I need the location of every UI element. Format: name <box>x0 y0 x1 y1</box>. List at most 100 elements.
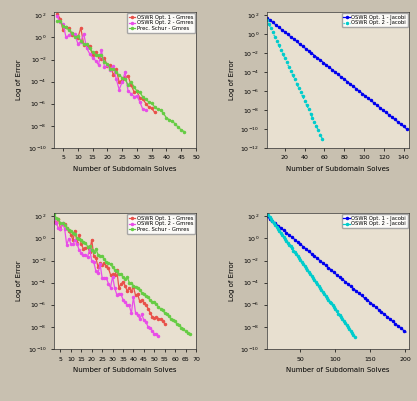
Prec. Schur - Gmres <box>182 129 187 134</box>
OSWR Opt. 2 - Gmres <box>114 77 119 81</box>
Prec. Schur - Gmres <box>177 323 182 328</box>
OSWR Opt. 1 - Gmres <box>117 80 122 85</box>
OSWR Opt. 2 - Gmres <box>55 14 60 19</box>
OSWR Opt. 1 - Gmres <box>87 43 92 48</box>
Prec. Schur - Gmres <box>99 53 104 57</box>
OSWR Opt. 1 - Gmres <box>143 101 148 106</box>
OSWR Opt. 2 - Gmres <box>83 252 88 257</box>
X-axis label: Number of Subdomain Solves: Number of Subdomain Solves <box>73 367 177 373</box>
Prec. Schur - Gmres <box>131 84 136 89</box>
OSWR Opt. 1 - Gmres <box>114 267 119 272</box>
OSWR Opt. 2 - Jacobi <box>301 262 306 267</box>
Y-axis label: Log of Error: Log of Error <box>16 60 22 100</box>
Prec. Schur - Gmres <box>96 53 101 58</box>
OSWR Opt. 2 - Gmres <box>134 93 139 98</box>
Prec. Schur - Gmres <box>170 119 175 124</box>
OSWR Opt. 1 - Jacobi <box>273 221 278 226</box>
Prec. Schur - Gmres <box>85 244 90 249</box>
Prec. Schur - Gmres <box>128 79 133 84</box>
Line: OSWR Opt. 1 - Gmres: OSWR Opt. 1 - Gmres <box>56 12 156 113</box>
OSWR Opt. 2 - Jacobi <box>353 335 358 340</box>
Prec. Schur - Gmres <box>179 128 184 132</box>
Prec. Schur - Gmres <box>93 52 98 57</box>
Prec. Schur - Gmres <box>149 101 154 105</box>
OSWR Opt. 2 - Gmres <box>154 331 159 336</box>
OSWR Opt. 2 - Jacobi <box>277 45 282 50</box>
OSWR Opt. 2 - Gmres <box>75 41 80 46</box>
OSWR Opt. 1 - Jacobi <box>356 88 361 93</box>
OSWR Opt. 2 - Jacobi <box>264 17 269 22</box>
Prec. Schur - Gmres <box>66 28 71 33</box>
OSWR Opt. 1 - Gmres <box>146 105 151 109</box>
OSWR Opt. 1 - Gmres <box>140 96 145 101</box>
OSWR Opt. 1 - Gmres <box>55 11 60 16</box>
Prec. Schur - Gmres <box>114 70 119 75</box>
Prec. Schur - Gmres <box>90 49 95 54</box>
OSWR Opt. 2 - Gmres <box>78 39 83 44</box>
OSWR Opt. 2 - Gmres <box>60 22 65 27</box>
OSWR Opt. 2 - Jacobi <box>297 257 302 261</box>
OSWR Opt. 1 - Gmres <box>81 42 86 47</box>
Prec. Schur - Gmres <box>155 107 160 112</box>
OSWR Opt. 2 - Gmres <box>99 48 104 53</box>
OSWR Opt. 1 - Gmres <box>162 321 167 326</box>
Line: OSWR Opt. 1 - Gmres: OSWR Opt. 1 - Gmres <box>53 217 166 325</box>
OSWR Opt. 1 - Gmres <box>102 56 107 61</box>
Prec. Schur - Gmres <box>173 122 178 126</box>
OSWR Opt. 2 - Gmres <box>105 63 110 68</box>
OSWR Opt. 2 - Gmres <box>123 70 128 75</box>
OSWR Opt. 1 - Gmres <box>108 63 113 67</box>
OSWR Opt. 1 - Gmres <box>118 282 123 287</box>
OSWR Opt. 1 - Gmres <box>84 43 89 48</box>
OSWR Opt. 1 - Gmres <box>58 16 63 21</box>
OSWR Opt. 2 - Gmres <box>128 91 133 96</box>
OSWR Opt. 1 - Gmres <box>63 25 68 30</box>
OSWR Opt. 1 - Gmres <box>95 264 100 269</box>
OSWR Opt. 1 - Jacobi <box>264 214 269 219</box>
Y-axis label: Log of Error: Log of Error <box>229 261 235 301</box>
OSWR Opt. 2 - Gmres <box>69 30 74 35</box>
Prec. Schur - Gmres <box>84 42 89 47</box>
Prec. Schur - Gmres <box>134 89 139 93</box>
OSWR Opt. 2 - Jacobi <box>286 241 291 246</box>
OSWR Opt. 1 - Gmres <box>75 36 80 41</box>
OSWR Opt. 2 - Jacobi <box>349 329 354 334</box>
Prec. Schur - Gmres <box>152 105 157 109</box>
OSWR Opt. 1 - Jacobi <box>388 114 393 119</box>
Line: Prec. Schur - Gmres: Prec. Schur - Gmres <box>56 20 185 133</box>
OSWR Opt. 2 - Jacobi <box>278 47 283 52</box>
OSWR Opt. 2 - Jacobi <box>341 318 346 323</box>
OSWR Opt. 1 - Gmres <box>134 89 139 94</box>
OSWR Opt. 2 - Jacobi <box>302 98 307 103</box>
Prec. Schur - Gmres <box>102 59 107 64</box>
OSWR Opt. 2 - Gmres <box>131 94 136 99</box>
OSWR Opt. 1 - Gmres <box>69 33 74 38</box>
Line: OSWR Opt. 2 - Jacobi: OSWR Opt. 2 - Jacobi <box>266 212 357 339</box>
OSWR Opt. 2 - Gmres <box>127 303 132 308</box>
Y-axis label: Log of Error: Log of Error <box>229 60 235 100</box>
Prec. Schur - Gmres <box>161 111 166 116</box>
Line: Prec. Schur - Gmres: Prec. Schur - Gmres <box>53 213 191 336</box>
OSWR Opt. 2 - Jacobi <box>319 134 324 139</box>
OSWR Opt. 2 - Gmres <box>156 334 161 338</box>
OSWR Opt. 1 - Jacobi <box>338 74 343 79</box>
OSWR Opt. 1 - Jacobi <box>404 126 409 131</box>
Legend: OSWR Opt. 1 - Jacobi, OSWR Opt. 2 - Jacobi: OSWR Opt. 1 - Jacobi, OSWR Opt. 2 - Jaco… <box>342 13 407 27</box>
OSWR Opt. 1 - Gmres <box>129 289 134 294</box>
Prec. Schur - Gmres <box>110 265 115 270</box>
Prec. Schur - Gmres <box>176 125 181 130</box>
OSWR Opt. 2 - Gmres <box>84 46 89 51</box>
Prec. Schur - Gmres <box>73 35 78 40</box>
X-axis label: Number of Subdomain Solves: Number of Subdomain Solves <box>286 367 389 373</box>
Prec. Schur - Gmres <box>137 90 142 95</box>
OSWR Opt. 1 - Gmres <box>126 73 131 78</box>
Prec. Schur - Gmres <box>146 99 151 104</box>
OSWR Opt. 1 - Gmres <box>152 110 157 115</box>
OSWR Opt. 1 - Jacobi <box>332 69 337 74</box>
OSWR Opt. 2 - Gmres <box>87 51 92 56</box>
OSWR Opt. 1 - Gmres <box>105 64 110 69</box>
OSWR Opt. 1 - Gmres <box>73 228 78 233</box>
Prec. Schur - Gmres <box>69 30 74 35</box>
OSWR Opt. 1 - Gmres <box>123 75 128 80</box>
OSWR Opt. 1 - Gmres <box>128 83 133 87</box>
